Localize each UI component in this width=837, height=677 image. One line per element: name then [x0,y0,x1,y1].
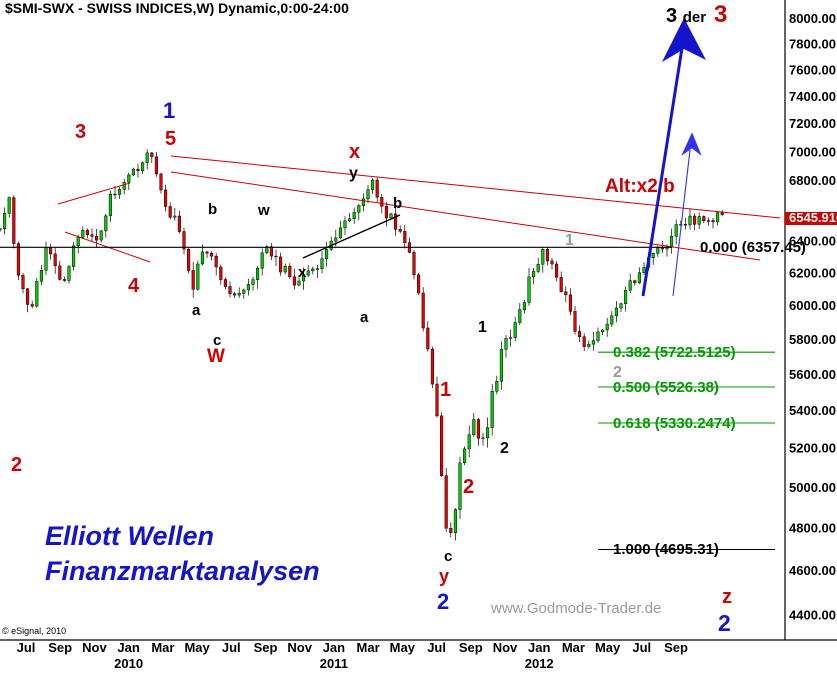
svg-text:1: 1 [163,98,175,123]
svg-text:May: May [390,640,416,655]
svg-text:Jul: Jul [427,640,446,655]
svg-text:5400.00: 5400.00 [789,403,836,418]
svg-text:b: b [208,201,217,218]
svg-text:y: y [349,165,358,182]
svg-text:Alt:x2/b: Alt:x2/b [605,176,675,197]
svg-text:6545.910: 6545.910 [789,210,837,225]
svg-text:Jan: Jan [323,640,345,655]
svg-text:1: 1 [478,319,487,336]
svg-text:z: z [722,586,732,608]
svg-text:5000.00: 5000.00 [789,480,836,495]
svg-text:Nov: Nov [493,640,518,655]
svg-text:© eSignal, 2010: © eSignal, 2010 [2,626,66,636]
svg-text:a: a [360,309,369,326]
svg-text:6800.00: 6800.00 [789,173,836,188]
svg-text:Sep: Sep [664,640,688,655]
svg-text:4600.00: 4600.00 [789,563,836,578]
svg-text:w: w [257,202,270,219]
svg-text:0.618 (5330.2474): 0.618 (5330.2474) [613,415,736,432]
svg-text:7000.00: 7000.00 [789,144,836,159]
svg-text:6200.00: 6200.00 [789,265,836,280]
svg-text:b: b [393,195,402,212]
svg-text:$SMI-SWX - SWISS INDICES,W) Dy: $SMI-SWX - SWISS INDICES,W) Dynamic,0:00… [5,0,349,16]
svg-text:Mar: Mar [151,640,174,655]
svg-text:2: 2 [718,610,731,636]
svg-text:www.Godmode-Trader.de: www.Godmode-Trader.de [490,600,661,617]
svg-text:x: x [349,141,360,163]
svg-text:x: x [298,264,307,281]
svg-text:Finanzmarktanalysen: Finanzmarktanalysen [45,556,320,586]
svg-text:6000.00: 6000.00 [789,298,836,313]
svg-text:8000.00: 8000.00 [789,11,836,26]
svg-text:Nov: Nov [287,640,312,655]
svg-text:5200.00: 5200.00 [789,441,836,456]
svg-text:2: 2 [11,454,22,476]
svg-text:Sep: Sep [48,640,72,655]
svg-text:Jan: Jan [117,640,139,655]
svg-text:Mar: Mar [562,640,585,655]
svg-text:Sep: Sep [459,640,483,655]
svg-text:2012: 2012 [525,656,554,671]
svg-text:3: 3 [714,1,727,28]
svg-text:5800.00: 5800.00 [789,332,836,347]
svg-text:4: 4 [128,275,140,297]
svg-text:7600.00: 7600.00 [789,62,836,77]
svg-text:Nov: Nov [82,640,107,655]
svg-text:y: y [439,566,449,586]
svg-text:7800.00: 7800.00 [789,36,836,51]
svg-text:Sep: Sep [254,640,278,655]
svg-text:4800.00: 4800.00 [789,521,836,536]
svg-text:May: May [595,640,621,655]
svg-text:a: a [192,302,201,319]
svg-text:0.000 (6357.45): 0.000 (6357.45) [700,239,806,256]
svg-text:2011: 2011 [320,656,348,671]
svg-text:3 der: 3 der [666,5,706,27]
svg-text:2: 2 [500,440,509,457]
svg-text:Mar: Mar [357,640,380,655]
svg-text:1.000 (4695.31): 1.000 (4695.31) [613,541,719,558]
svg-text:0.382 (5722.5125): 0.382 (5722.5125) [613,344,736,361]
svg-text:Jul: Jul [17,640,36,655]
svg-text:May: May [184,640,210,655]
svg-text:Jul: Jul [632,640,651,655]
svg-text:Jan: Jan [528,640,550,655]
svg-text:0.500 (5526.38): 0.500 (5526.38) [613,379,719,396]
svg-text:5600.00: 5600.00 [789,367,836,382]
svg-text:4400.00: 4400.00 [789,607,836,622]
svg-text:2: 2 [437,589,449,614]
svg-text:1: 1 [440,379,451,401]
svg-text:7400.00: 7400.00 [789,89,836,104]
svg-text:7200.00: 7200.00 [789,116,836,131]
svg-text:2010: 2010 [114,656,143,671]
svg-text:2: 2 [463,476,474,498]
svg-text:1: 1 [565,232,574,249]
svg-text:W: W [207,346,225,367]
svg-text:5: 5 [165,128,176,150]
svg-text:c: c [444,548,452,565]
svg-text:3: 3 [75,121,86,143]
svg-text:Jul: Jul [222,640,241,655]
svg-text:Elliott Wellen: Elliott Wellen [45,521,214,551]
